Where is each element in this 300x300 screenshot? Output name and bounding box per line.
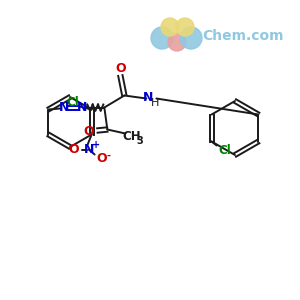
Circle shape — [176, 18, 194, 36]
Text: O: O — [96, 152, 107, 165]
Circle shape — [161, 18, 179, 36]
Text: O: O — [68, 143, 79, 156]
Text: Cl: Cl — [66, 96, 79, 109]
Text: +: + — [92, 140, 100, 151]
Circle shape — [168, 33, 186, 51]
Text: N: N — [77, 101, 88, 114]
Circle shape — [180, 27, 202, 49]
Text: H: H — [151, 98, 160, 107]
Text: O: O — [115, 62, 126, 75]
Text: O: O — [83, 125, 94, 138]
Text: CH: CH — [122, 130, 141, 143]
Circle shape — [151, 27, 173, 49]
Text: N: N — [59, 101, 70, 114]
Text: 3: 3 — [136, 136, 143, 146]
Text: Chem.com: Chem.com — [202, 29, 284, 43]
Text: Cl: Cl — [218, 144, 231, 157]
Text: N: N — [83, 143, 94, 156]
Text: N: N — [143, 91, 154, 104]
Text: -: - — [107, 151, 111, 160]
